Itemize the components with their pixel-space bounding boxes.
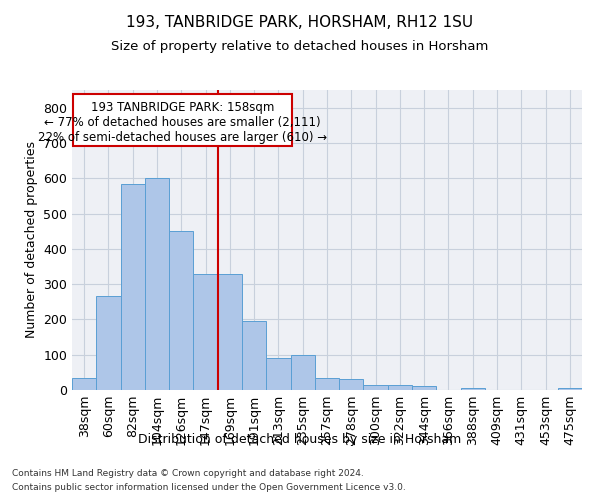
Bar [169,231,193,390]
FancyBboxPatch shape [73,94,292,146]
Text: 193, TANBRIDGE PARK, HORSHAM, RH12 1SU: 193, TANBRIDGE PARK, HORSHAM, RH12 1SU [127,15,473,30]
Bar [72,378,96,390]
Bar [339,380,364,390]
Bar [193,274,218,390]
Bar [290,354,315,390]
Text: ← 77% of detached houses are smaller (2,111): ← 77% of detached houses are smaller (2,… [44,116,321,130]
Text: Contains HM Land Registry data © Crown copyright and database right 2024.: Contains HM Land Registry data © Crown c… [12,468,364,477]
Bar [412,386,436,390]
Text: 22% of semi-detached houses are larger (610) →: 22% of semi-detached houses are larger (… [38,130,327,143]
Bar [461,388,485,390]
Y-axis label: Number of detached properties: Number of detached properties [25,142,38,338]
Bar [558,388,582,390]
Bar [266,358,290,390]
Bar [96,296,121,390]
Bar [315,378,339,390]
Text: Size of property relative to detached houses in Horsham: Size of property relative to detached ho… [112,40,488,53]
Text: Distribution of detached houses by size in Horsham: Distribution of detached houses by size … [139,432,461,446]
Bar [218,274,242,390]
Text: Contains public sector information licensed under the Open Government Licence v3: Contains public sector information licen… [12,484,406,492]
Bar [121,184,145,390]
Bar [242,321,266,390]
Bar [364,384,388,390]
Bar [388,384,412,390]
Text: 193 TANBRIDGE PARK: 158sqm: 193 TANBRIDGE PARK: 158sqm [91,100,274,114]
Bar [145,178,169,390]
